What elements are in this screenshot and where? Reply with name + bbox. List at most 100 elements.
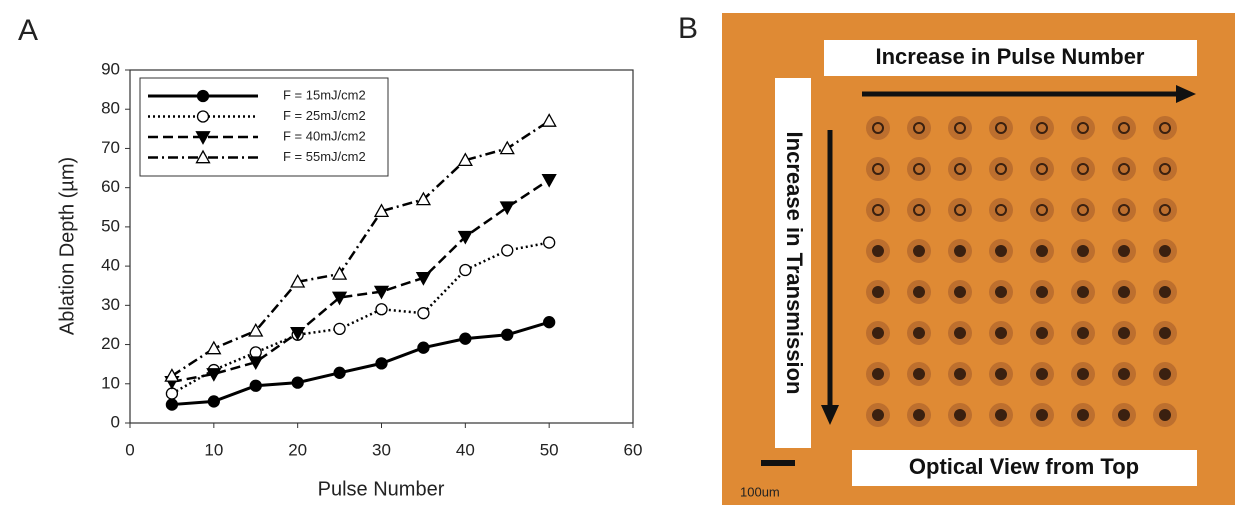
x-tick-label: 60	[624, 440, 643, 459]
x-tick-label: 40	[456, 440, 475, 459]
marker	[249, 346, 262, 359]
crater	[872, 286, 884, 298]
crater-halo	[948, 157, 972, 181]
marker	[375, 303, 388, 316]
crater	[872, 327, 884, 339]
crater	[913, 368, 925, 380]
marker	[249, 379, 262, 392]
crater-halo	[1112, 157, 1136, 181]
marker	[207, 395, 220, 408]
crater	[995, 204, 1007, 216]
marker	[373, 203, 390, 218]
legend-label: F = 15mJ/cm2	[283, 87, 366, 102]
y-tick-label: 90	[101, 59, 120, 78]
legend	[139, 77, 389, 177]
marker	[291, 376, 304, 389]
crater-halo	[1071, 198, 1095, 222]
marker	[331, 291, 348, 306]
crater	[1118, 122, 1130, 134]
crater	[1118, 204, 1130, 216]
crater	[1077, 368, 1089, 380]
marker	[206, 368, 222, 382]
crater	[1036, 245, 1048, 257]
crater	[872, 204, 884, 216]
photo: Increase in Pulse Number Increase in Tra…	[722, 13, 1235, 505]
series-line	[171, 241, 550, 395]
marker	[164, 368, 180, 382]
crater	[1159, 368, 1171, 380]
crater	[1077, 163, 1089, 175]
marker	[415, 272, 432, 286]
marker	[331, 266, 348, 280]
crater	[1118, 409, 1130, 421]
label-box	[824, 40, 1197, 76]
marker	[541, 173, 557, 188]
crater-halo	[989, 198, 1013, 222]
y-tick-label: 10	[101, 373, 120, 392]
marker	[165, 387, 179, 400]
crater	[995, 409, 1007, 421]
marker	[459, 332, 472, 345]
crater	[954, 163, 966, 175]
crater	[954, 327, 966, 339]
legend-label: F = 40mJ/cm2	[283, 128, 366, 143]
crater	[872, 163, 884, 175]
legend-marker	[196, 89, 210, 103]
crater	[1077, 409, 1089, 421]
crater	[995, 368, 1007, 380]
crater	[995, 122, 1007, 134]
crater	[954, 286, 966, 298]
x-axis-title: Pulse Number	[318, 478, 445, 500]
crater-halo	[1030, 198, 1054, 222]
y-tick-label: 50	[101, 216, 120, 235]
scale-bar	[761, 460, 795, 466]
x-tick-label: 20	[288, 440, 307, 459]
crater	[913, 409, 925, 421]
crater-halo	[1153, 157, 1177, 181]
crater	[954, 122, 966, 134]
marker	[543, 236, 556, 249]
crater	[1077, 327, 1089, 339]
crater	[1036, 368, 1048, 380]
marker	[165, 398, 179, 411]
crater-halo	[1153, 198, 1177, 222]
crater	[913, 245, 925, 257]
crater	[1159, 163, 1171, 175]
marker	[417, 341, 430, 354]
crater-halo	[1030, 157, 1054, 181]
marker	[375, 357, 388, 370]
crater	[954, 368, 966, 380]
crater-halo	[948, 198, 972, 222]
y-tick-label: 30	[101, 295, 120, 314]
crater	[872, 409, 884, 421]
crater-halo	[1112, 198, 1136, 222]
crater-halo	[948, 116, 972, 140]
crater	[954, 245, 966, 257]
crater	[1036, 409, 1048, 421]
crater-halo	[866, 116, 890, 140]
y-axis-title: Ablation Depth (µm)	[56, 157, 78, 335]
top-label: Increase in Pulse Number	[876, 44, 1145, 69]
crater	[872, 122, 884, 134]
crater-halo	[907, 198, 931, 222]
crater	[1159, 204, 1171, 216]
crater	[1036, 122, 1048, 134]
crater	[1159, 122, 1171, 134]
legend-label: F = 55mJ/cm2	[283, 149, 366, 164]
legend-marker	[195, 131, 211, 145]
crater	[1118, 163, 1130, 175]
crater	[1159, 245, 1171, 257]
y-tick-label: 70	[101, 138, 120, 157]
scale-label: 100um	[740, 484, 780, 499]
crater	[954, 204, 966, 216]
crater	[1118, 368, 1130, 380]
label-box	[775, 78, 811, 448]
y-tick-label: 40	[101, 256, 120, 275]
marker	[543, 316, 556, 329]
crater	[1077, 245, 1089, 257]
crater	[1159, 327, 1171, 339]
side-label: Increase in Transmission	[782, 132, 807, 395]
arrow-head	[1176, 85, 1196, 103]
crater	[995, 245, 1007, 257]
x-tick-label: 10	[204, 440, 223, 459]
